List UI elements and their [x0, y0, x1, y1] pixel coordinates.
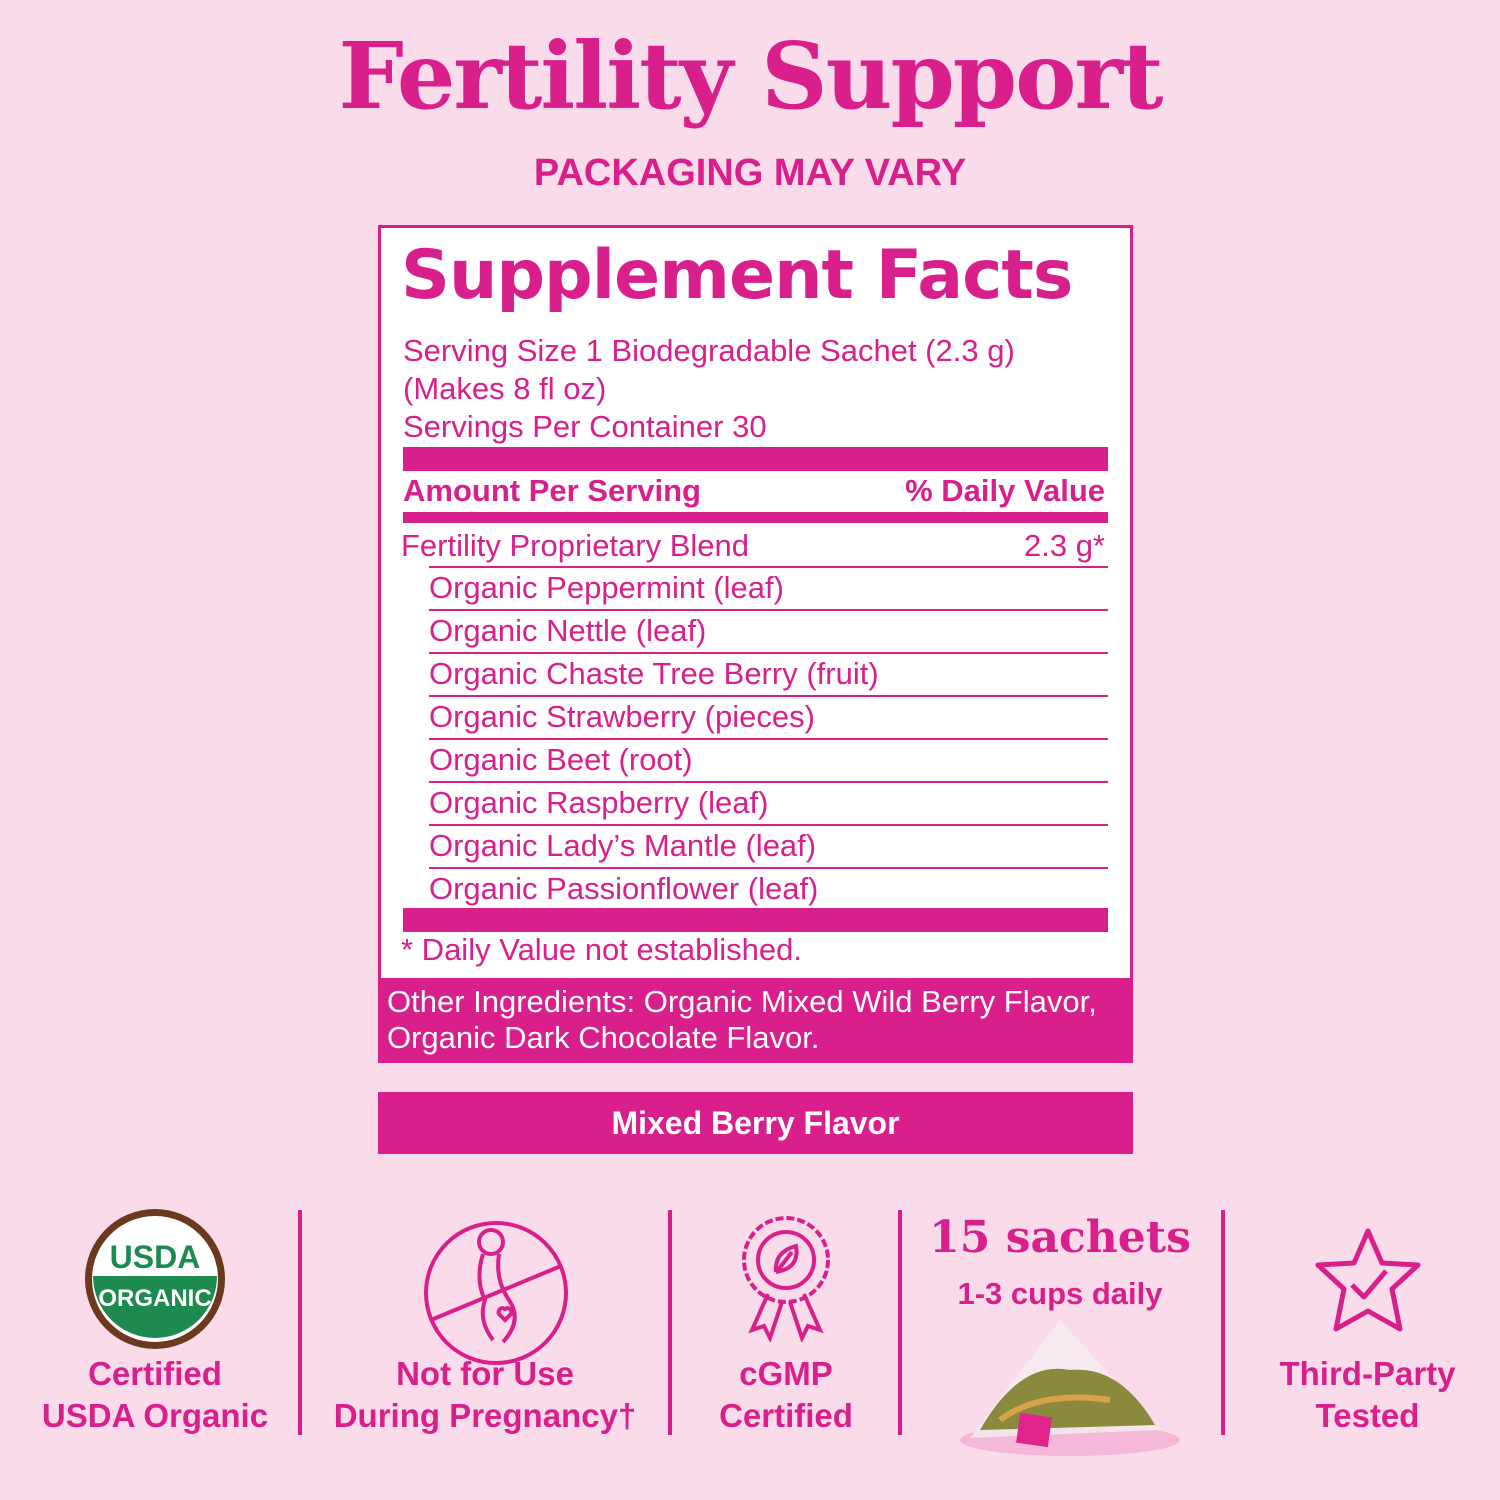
serving-size: Serving Size 1 Biodegradable Sachet (2.3… — [403, 333, 1015, 368]
divider — [298, 1210, 302, 1435]
usda-label-line2: USDA Organic — [41, 1397, 269, 1434]
cgmp-label-line1: cGMP — [739, 1355, 833, 1392]
footnote: * Daily Value not established. — [401, 932, 802, 967]
star-check-icon — [1310, 1225, 1426, 1342]
ingredient-row: Organic Nettle (leaf) — [429, 609, 1108, 652]
facts-title: Supplement Facts — [401, 236, 1073, 315]
supplement-facts-panel: Supplement Facts Serving Size 1 Biodegra… — [378, 225, 1133, 1063]
blend-name: Fertility Proprietary Blend — [401, 528, 750, 563]
ingredient-row: Organic Passionflower (leaf) — [429, 867, 1108, 910]
divider — [403, 512, 1108, 523]
thick-divider — [403, 908, 1108, 932]
flavor-banner: Mixed Berry Flavor — [378, 1092, 1133, 1154]
ingredient-row: Organic Peppermint (leaf) — [429, 566, 1108, 609]
no-pregnancy-icon — [423, 1220, 569, 1371]
divider — [668, 1210, 672, 1435]
tested-label-line2: Tested — [1315, 1397, 1420, 1434]
thick-divider — [403, 447, 1108, 471]
ingredient-row: Organic Strawberry (pieces) — [429, 695, 1108, 738]
ingredient-row: Organic Lady’s Mantle (leaf) — [429, 824, 1108, 867]
cgmp-label-line2: Certified — [719, 1397, 853, 1434]
ingredient-row: Organic Chaste Tree Berry (fruit) — [429, 652, 1108, 695]
tea-sachet-image — [960, 1320, 1190, 1465]
usda-label-line1: Certified — [88, 1355, 222, 1392]
tested-label-line1: Third-Party — [1279, 1355, 1456, 1392]
dv-header: % Daily Value — [905, 473, 1105, 508]
blend-amount: 2.3 g* — [1023, 528, 1105, 563]
divider — [898, 1210, 902, 1435]
sachet-usage: 1-3 cups daily — [957, 1276, 1163, 1311]
award-ribbon-icon — [738, 1212, 834, 1347]
packaging-note: PACKAGING MAY VARY — [533, 152, 967, 194]
tested-label: Third-Party Tested — [1240, 1353, 1495, 1437]
divider — [1221, 1210, 1225, 1435]
ingredient-row: Organic Beet (root) — [429, 738, 1108, 781]
organic-text: ORGANIC — [98, 1285, 211, 1312]
page-title: Fertility Support — [338, 22, 1164, 130]
pregnancy-label-line1: Not for Use — [396, 1355, 574, 1392]
pregnancy-label-line2: During Pregnancy† — [333, 1397, 637, 1434]
servings-per-container: Servings Per Container 30 — [403, 409, 767, 444]
makes: (Makes 8 fl oz) — [403, 371, 607, 406]
sachet-count: 15 sachets — [929, 1212, 1191, 1263]
usda-text: USDA — [110, 1239, 201, 1275]
usda-label: Certified USDA Organic — [20, 1353, 290, 1437]
cgmp-label: cGMP Certified — [680, 1353, 892, 1437]
usda-organic-seal: USDA ORGANIC — [82, 1206, 228, 1352]
ingredient-row: Organic Raspberry (leaf) — [429, 781, 1108, 824]
pregnancy-label: Not for Use During Pregnancy† — [310, 1353, 660, 1437]
other-ingredients: Other Ingredients: Organic Mixed Wild Be… — [381, 978, 1130, 1060]
amount-header: Amount Per Serving — [403, 473, 701, 508]
